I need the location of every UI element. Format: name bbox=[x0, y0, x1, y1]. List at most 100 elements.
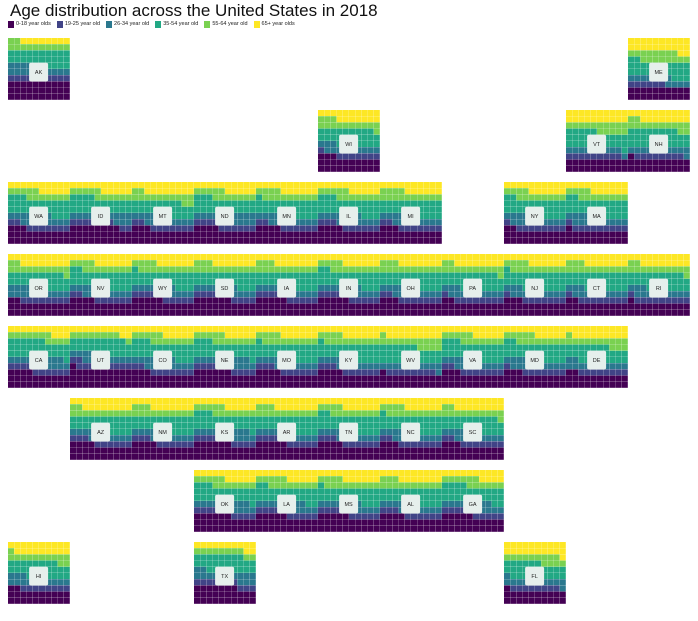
waffle-cell bbox=[367, 134, 374, 141]
waffle-cell bbox=[39, 231, 45, 238]
waffle-cell bbox=[665, 110, 672, 116]
waffle-cell bbox=[113, 441, 120, 448]
waffle-cell bbox=[225, 182, 231, 188]
waffle-cell bbox=[163, 404, 169, 411]
waffle-cell bbox=[256, 297, 262, 304]
waffle-cell bbox=[26, 344, 33, 351]
waffle-cell bbox=[194, 206, 200, 213]
waffle-cell bbox=[411, 266, 417, 273]
waffle-cell bbox=[200, 260, 207, 267]
waffle-cell bbox=[665, 134, 672, 141]
waffle-cell bbox=[559, 291, 566, 298]
waffle-cell bbox=[57, 350, 64, 357]
waffle-cell bbox=[305, 488, 312, 495]
state-label-box bbox=[277, 422, 297, 442]
waffle-cell bbox=[367, 507, 374, 514]
waffle-cell bbox=[584, 194, 591, 201]
waffle-cell bbox=[32, 332, 39, 339]
waffle-cell bbox=[63, 254, 70, 260]
waffle-cell bbox=[200, 416, 207, 423]
waffle-cell bbox=[659, 87, 665, 94]
waffle-cell bbox=[26, 332, 33, 339]
state-tile-az: AZ bbox=[70, 398, 132, 460]
waffle-cell bbox=[603, 338, 610, 345]
waffle-cell bbox=[274, 381, 281, 388]
waffle-cell bbox=[417, 470, 424, 476]
waffle-cell bbox=[355, 206, 362, 213]
waffle-cell bbox=[70, 422, 76, 429]
waffle-cell bbox=[187, 416, 194, 423]
waffle-cell bbox=[423, 206, 430, 213]
waffle-cell bbox=[380, 266, 386, 273]
waffle-cell bbox=[497, 525, 504, 532]
waffle-cell bbox=[491, 488, 498, 495]
waffle-cell bbox=[603, 116, 610, 123]
waffle-cell bbox=[76, 435, 83, 442]
waffle-cell bbox=[20, 260, 27, 267]
waffle-cell bbox=[63, 69, 70, 75]
waffle-cell bbox=[26, 542, 33, 548]
waffle-cell bbox=[287, 519, 293, 526]
waffle-cell bbox=[590, 309, 597, 316]
waffle-cell bbox=[212, 482, 219, 489]
waffle-cell bbox=[237, 200, 244, 207]
waffle-cell bbox=[671, 153, 678, 160]
waffle-cell bbox=[479, 309, 486, 316]
waffle-cell bbox=[268, 272, 275, 279]
waffle-cell bbox=[330, 285, 337, 291]
waffle-cell bbox=[417, 213, 424, 219]
waffle-cell bbox=[76, 303, 83, 310]
waffle-cell bbox=[20, 69, 27, 75]
waffle-cell bbox=[603, 297, 610, 304]
waffle-cell bbox=[392, 435, 399, 442]
waffle-cell bbox=[225, 332, 231, 339]
waffle-cell bbox=[373, 260, 380, 267]
waffle-cell bbox=[101, 381, 107, 388]
waffle-cell bbox=[324, 482, 331, 489]
waffle-cell bbox=[144, 429, 151, 435]
waffle-cell bbox=[293, 225, 300, 232]
waffle-cell bbox=[200, 285, 207, 291]
waffle-cell bbox=[212, 266, 219, 273]
state-tile-ak: AK bbox=[8, 38, 70, 100]
waffle-cell bbox=[336, 344, 343, 351]
waffle-cell bbox=[479, 344, 486, 351]
waffle-cell bbox=[311, 404, 318, 411]
waffle-cell bbox=[411, 231, 417, 238]
waffle-cell bbox=[479, 488, 486, 495]
waffle-cell bbox=[169, 213, 176, 219]
waffle-cell bbox=[380, 369, 386, 376]
waffle-cell bbox=[609, 278, 616, 285]
state-label-wy: WY bbox=[158, 286, 167, 292]
waffle-cell bbox=[8, 62, 14, 69]
waffle-cell bbox=[20, 597, 27, 604]
waffle-cell bbox=[448, 488, 455, 495]
waffle-cell bbox=[144, 435, 151, 442]
waffle-cell bbox=[262, 350, 269, 357]
waffle-cell bbox=[373, 338, 380, 345]
waffle-cell bbox=[156, 369, 163, 376]
waffle-cell bbox=[218, 188, 225, 195]
waffle-cell bbox=[479, 326, 486, 332]
waffle-cell bbox=[559, 350, 566, 357]
waffle-cell bbox=[268, 182, 275, 188]
waffle-cell bbox=[237, 429, 244, 435]
waffle-cell bbox=[398, 416, 405, 423]
waffle-cell bbox=[572, 326, 579, 332]
waffle-cell bbox=[200, 447, 207, 454]
waffle-cell bbox=[435, 476, 442, 483]
waffle-cell bbox=[8, 338, 14, 345]
waffle-cell bbox=[442, 507, 448, 514]
waffle-cell bbox=[634, 141, 641, 147]
waffle-cell bbox=[39, 87, 45, 94]
waffle-cell bbox=[206, 494, 213, 501]
waffle-cell bbox=[82, 182, 89, 188]
waffle-cell bbox=[603, 291, 610, 298]
waffle-cell bbox=[373, 410, 380, 417]
waffle-cell bbox=[442, 398, 448, 404]
waffle-cell bbox=[299, 429, 306, 435]
waffle-cell bbox=[454, 513, 461, 520]
legend-swatch-3 bbox=[155, 20, 162, 28]
waffle-cell bbox=[590, 225, 597, 232]
waffle-cell bbox=[194, 494, 200, 501]
